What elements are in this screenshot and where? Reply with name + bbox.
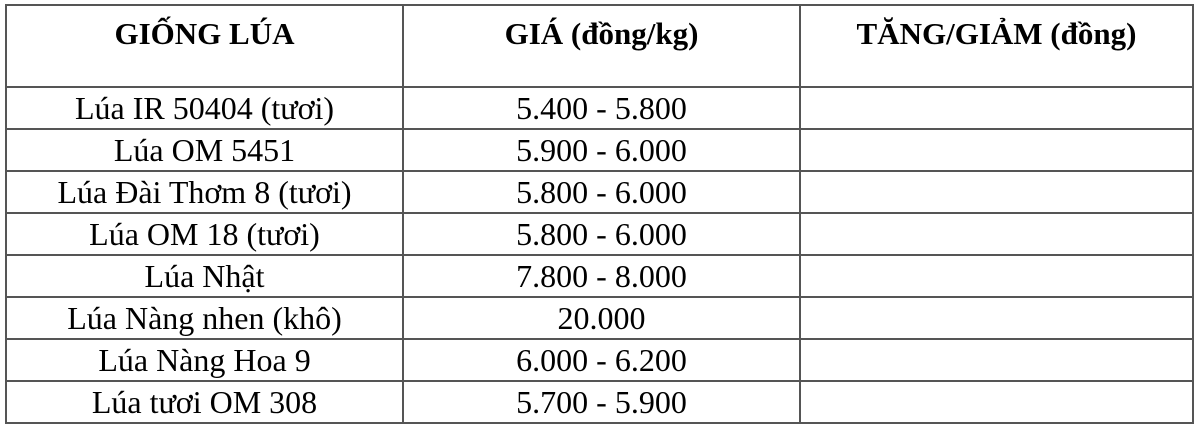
variety-cell: Lúa Nàng Hoa 9 bbox=[5, 338, 404, 382]
rice-price-table: GIỐNG LÚA GIÁ (đồng/kg) TĂNG/GIẢM (đồng)… bbox=[5, 4, 1194, 424]
header-change: TĂNG/GIẢM (đồng) bbox=[799, 4, 1194, 88]
header-row: GIỐNG LÚA GIÁ (đồng/kg) TĂNG/GIẢM (đồng) bbox=[5, 4, 1194, 88]
price-cell: 7.800 - 8.000 bbox=[402, 254, 801, 298]
table-row: Lúa Nàng Hoa 9 6.000 - 6.200 bbox=[5, 338, 1194, 382]
variety-cell: Lúa OM 18 (tươi) bbox=[5, 212, 404, 256]
header-variety: GIỐNG LÚA bbox=[5, 4, 404, 88]
change-cell bbox=[799, 254, 1194, 298]
price-cell: 5.400 - 5.800 bbox=[402, 86, 801, 130]
price-cell: 6.000 - 6.200 bbox=[402, 338, 801, 382]
table-row: Lúa OM 5451 5.900 - 6.000 bbox=[5, 128, 1194, 172]
price-cell: 20.000 bbox=[402, 296, 801, 340]
variety-cell: Lúa OM 5451 bbox=[5, 128, 404, 172]
change-cell bbox=[799, 380, 1194, 424]
change-cell bbox=[799, 86, 1194, 130]
table-row: Lúa tươi OM 308 5.700 - 5.900 bbox=[5, 380, 1194, 424]
variety-cell: Lúa IR 50404 (tươi) bbox=[5, 86, 404, 130]
table-row: Lúa Đài Thơm 8 (tươi) 5.800 - 6.000 bbox=[5, 170, 1194, 214]
variety-cell: Lúa tươi OM 308 bbox=[5, 380, 404, 424]
table-row: Lúa Nàng nhen (khô) 20.000 bbox=[5, 296, 1194, 340]
table-row: Lúa IR 50404 (tươi) 5.400 - 5.800 bbox=[5, 86, 1194, 130]
price-cell: 5.700 - 5.900 bbox=[402, 380, 801, 424]
change-cell bbox=[799, 212, 1194, 256]
header-price: GIÁ (đồng/kg) bbox=[402, 4, 801, 88]
table-row: Lúa OM 18 (tươi) 5.800 - 6.000 bbox=[5, 212, 1194, 256]
price-cell: 5.800 - 6.000 bbox=[402, 212, 801, 256]
table-row: Lúa Nhật 7.800 - 8.000 bbox=[5, 254, 1194, 298]
price-cell: 5.900 - 6.000 bbox=[402, 128, 801, 172]
change-cell bbox=[799, 296, 1194, 340]
change-cell bbox=[799, 170, 1194, 214]
price-cell: 5.800 - 6.000 bbox=[402, 170, 801, 214]
variety-cell: Lúa Đài Thơm 8 (tươi) bbox=[5, 170, 404, 214]
change-cell bbox=[799, 338, 1194, 382]
variety-cell: Lúa Nhật bbox=[5, 254, 404, 298]
change-cell bbox=[799, 128, 1194, 172]
variety-cell: Lúa Nàng nhen (khô) bbox=[5, 296, 404, 340]
